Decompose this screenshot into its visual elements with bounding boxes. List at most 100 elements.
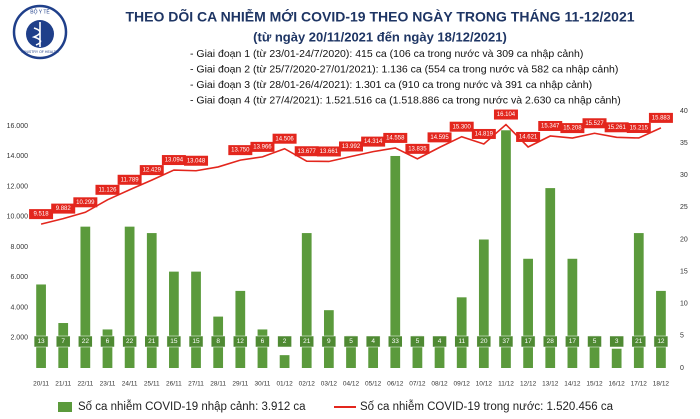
x-tick-label: 11/12: [498, 381, 514, 388]
y2-tick-label: 20: [680, 236, 688, 243]
value-label-box: [184, 155, 209, 166]
x-tick-label: 12/12: [520, 381, 537, 388]
value-label: 10.299: [76, 200, 95, 206]
value-label: 9.882: [56, 206, 72, 212]
x-tick-label: 02/12: [299, 381, 316, 388]
bar-label-box: [210, 335, 226, 348]
x-tick-label: 09/12: [454, 381, 471, 388]
bar: [80, 226, 91, 368]
bar: [102, 329, 113, 368]
value-label-box: [449, 121, 474, 132]
x-tick-label: 27/11: [188, 381, 204, 388]
bar-label: 4: [371, 338, 375, 345]
bar: [412, 335, 423, 368]
legend-label: Số ca nhiễm COVID-19 nhập cảnh: 3.912 ca: [78, 400, 306, 413]
x-tick-label: 13/12: [542, 381, 559, 388]
value-label: 13.835: [408, 146, 427, 152]
bar-label-box: [343, 335, 359, 348]
bar-label: 21: [303, 338, 311, 345]
value-label: 13.094: [165, 158, 184, 164]
bar: [235, 290, 246, 368]
value-label: 14.314: [364, 139, 383, 145]
value-label-box: [228, 145, 253, 156]
bar-label-box: [587, 335, 602, 348]
value-label-box: [117, 174, 142, 185]
value-label: 13.661: [320, 149, 339, 155]
bar-label: 22: [126, 338, 134, 345]
line: [40, 123, 662, 225]
bar-label: 12: [657, 338, 665, 345]
bar-label: 33: [392, 338, 400, 345]
value-label: 15.208: [563, 126, 582, 132]
value-label-box: [161, 155, 186, 166]
bar-label-box: [233, 335, 248, 348]
bar-label: 17: [569, 338, 577, 345]
bar: [501, 130, 511, 368]
value-label-box: [51, 203, 76, 214]
bar-label: 20: [480, 338, 488, 345]
x-tick-label: 18/12: [653, 381, 670, 388]
bar-label: 5: [593, 338, 597, 345]
value-label: 11.789: [121, 177, 140, 183]
value-label: 15.347: [541, 124, 560, 130]
chart-subtitle: (từ ngày 20/11/2021 đến ngày 18/12/2021): [253, 29, 507, 44]
x-tick-label: 22/11: [77, 381, 93, 388]
bar-label-box: [410, 335, 425, 348]
x-tick-label: 24/11: [122, 381, 138, 388]
annotation: - Giai đoạn 1 (từ 23/01-24/7/2020): 415 …: [190, 48, 583, 60]
value-label-box: [538, 120, 563, 131]
bar-label: 15: [170, 338, 178, 345]
value-label: 11.126: [99, 187, 118, 193]
bar: [434, 342, 445, 368]
bar-label-box: [542, 335, 558, 348]
bar-label-box: [277, 335, 292, 348]
value-label-box: [427, 132, 452, 143]
value-label: 13.992: [342, 144, 361, 150]
bar: [301, 233, 312, 368]
value-label: 13.966: [253, 144, 272, 150]
y-tick-label: 10.000: [7, 214, 29, 221]
bar-label: 15: [192, 338, 200, 345]
logo-text: MINISTRY OF HEALTH: [22, 50, 59, 54]
bar: [589, 335, 600, 368]
bar-label-box: [365, 335, 381, 348]
value-label: 14.621: [519, 135, 538, 141]
value-label: 16.104: [497, 112, 516, 118]
bar-label: 5: [349, 338, 353, 345]
bar: [368, 342, 379, 368]
y-tick-label: 8.000: [10, 244, 28, 251]
value-label-box: [471, 128, 496, 139]
bar-label: 37: [502, 338, 510, 345]
y-tick-label: 12.000: [7, 183, 29, 190]
bar-label-box: [388, 335, 403, 348]
bar-label-box: [520, 335, 536, 348]
bar-label-box: [78, 335, 93, 348]
value-label-box: [560, 123, 585, 134]
bar-label-box: [188, 335, 204, 348]
logo-text: BỘ Y TẾ: [30, 8, 50, 15]
bar-label-box: [144, 335, 160, 348]
bar-label: 5: [416, 338, 420, 345]
bar: [279, 355, 290, 368]
bar: [124, 226, 135, 368]
y2-tick-label: 25: [680, 204, 688, 211]
value-label-box: [383, 132, 408, 143]
y2-tick-label: 15: [680, 268, 688, 275]
x-tick-label: 15/12: [586, 381, 603, 388]
bar-label: 6: [261, 338, 265, 345]
bar: [456, 297, 467, 368]
bar-label: 28: [547, 338, 555, 345]
y-tick-label: 2.000: [10, 335, 28, 342]
value-label-box: [95, 184, 120, 195]
bar-label: 21: [148, 338, 156, 345]
value-label: 15.527: [585, 121, 604, 127]
value-label: 13.677: [298, 149, 317, 155]
logo: [12, 4, 68, 60]
annotation: - Giai đoạn 2 (từ 25/7/2020-27/01/2021):…: [190, 63, 618, 75]
bar-label: 4: [438, 338, 442, 345]
bar: [390, 155, 401, 368]
y-tick-label: 16.000: [7, 123, 29, 130]
value-label-box: [73, 197, 98, 208]
y2-tick-label: 30: [680, 172, 688, 179]
value-label-box: [250, 141, 275, 152]
